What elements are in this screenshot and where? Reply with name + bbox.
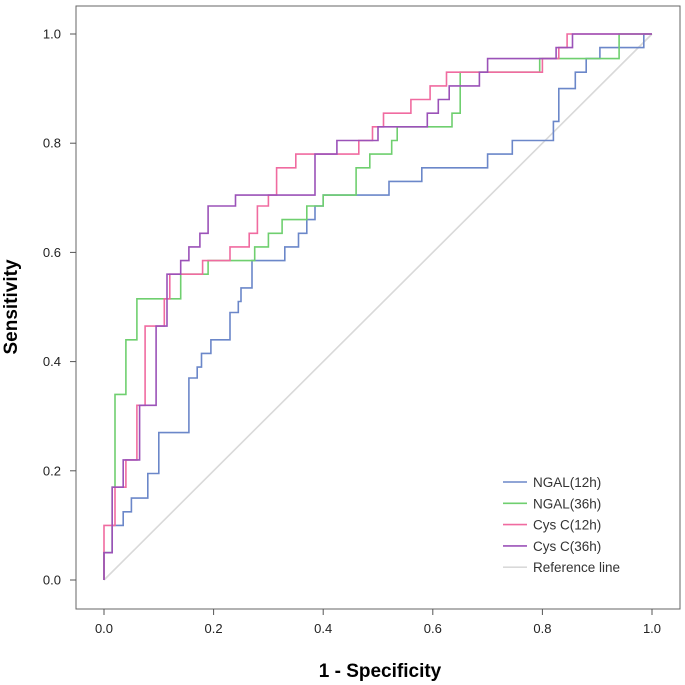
y-tick-label: 0.8 — [43, 136, 61, 151]
x-tick-label: 0.0 — [95, 621, 113, 636]
series-line-cys-c-36h — [103, 33, 652, 580]
y-tick-label: 0.0 — [43, 573, 61, 588]
series-line-ngal-36h — [103, 33, 652, 580]
series-line-reference-line — [103, 33, 653, 581]
y-tick-label: 0.4 — [43, 354, 61, 369]
x-tick-label: 0.4 — [314, 621, 332, 636]
x-tick-label: 0.8 — [533, 621, 551, 636]
x-tick-label: 0.2 — [205, 621, 223, 636]
axis-ticks: 0.0 0.2 0.4 0.6 0.8 1.0 0.0 0.2 0.4 0.6 0.8 1.0 — [43, 27, 661, 637]
legend: NGAL(12h) NGAL(36h) Cys C(12h) Cys C(36h) Re… — [503, 475, 620, 575]
legend-label-ngal-36h: NGAL(36h) — [533, 496, 601, 511]
legend-label-reference-line: Reference line — [533, 560, 620, 575]
legend-label-cys-c-12h: Cys C(12h) — [533, 518, 601, 533]
y-tick-label: 0.2 — [43, 463, 61, 478]
x-tick-label: 0.6 — [424, 621, 442, 636]
y-tick-label: 1.0 — [43, 27, 61, 42]
x-axis-title: 1 - Specificity — [319, 661, 442, 682]
x-tick-label: 1.0 — [643, 621, 661, 636]
legend-label-ngal-12h: NGAL(12h) — [533, 475, 601, 490]
series-line-ngal-12h — [103, 33, 652, 580]
y-axis-title: Sensitivity — [1, 259, 22, 354]
legend-label-cys-c-36h: Cys C(36h) — [533, 539, 601, 554]
series-group — [103, 33, 653, 581]
y-tick-label: 0.6 — [43, 245, 61, 260]
